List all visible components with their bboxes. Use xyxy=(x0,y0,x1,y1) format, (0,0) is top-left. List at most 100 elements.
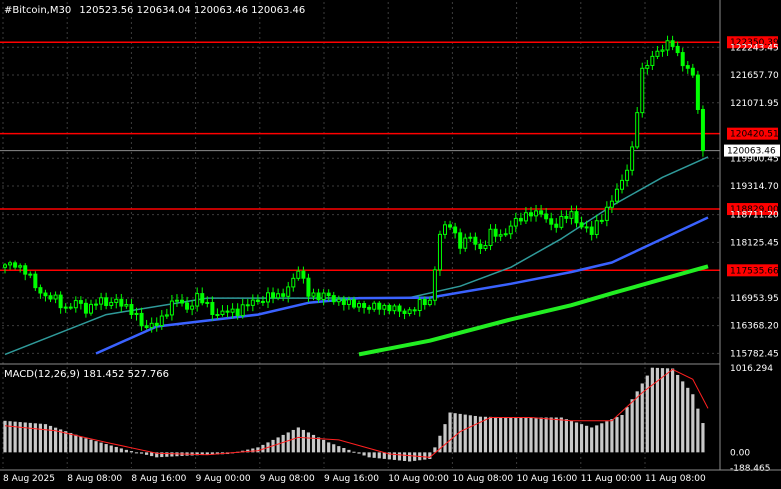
candle-body xyxy=(554,223,559,228)
price-level-tag xyxy=(727,127,778,140)
candle-body xyxy=(114,298,119,303)
macd-histogram-bar xyxy=(493,416,498,453)
candle-body xyxy=(382,304,387,310)
macd-histogram-bar xyxy=(650,367,654,453)
current-price-label: 120063.46 xyxy=(727,147,776,157)
candle-body xyxy=(387,304,392,312)
macd-histogram-bar xyxy=(372,452,376,458)
candle-body xyxy=(200,293,205,304)
candle-body xyxy=(13,262,18,268)
price-level-label: 117535.66 xyxy=(730,266,779,276)
macd-histogram-bar xyxy=(615,417,619,453)
macd-histogram-bar xyxy=(676,374,680,453)
candle-body xyxy=(635,112,640,148)
candle-body xyxy=(281,293,286,297)
candle-body xyxy=(68,306,73,309)
candle-body xyxy=(523,212,528,222)
candle-body xyxy=(640,67,645,114)
candle-body xyxy=(8,262,13,266)
price-tick-label: 121071.95 xyxy=(730,99,779,109)
candle-body xyxy=(564,215,569,219)
macd-histogram-bar xyxy=(610,419,614,453)
price-level-label: 118829.00 xyxy=(730,205,779,215)
candle-body xyxy=(250,299,255,306)
candle-body xyxy=(599,219,604,222)
candle-body xyxy=(534,210,539,217)
candles xyxy=(3,35,705,333)
candle-body xyxy=(357,303,362,308)
candle-body xyxy=(579,222,584,228)
price-tick-label: 121657.70 xyxy=(730,71,779,81)
price-tick-label: 116368.20 xyxy=(730,322,779,332)
macd-histogram-bar xyxy=(342,447,346,453)
macd-histogram-bar xyxy=(554,417,558,453)
candle-body xyxy=(528,212,533,217)
time-tick-label: 10 Aug 08:00 xyxy=(452,474,513,484)
macd-histogram-bar xyxy=(347,449,351,453)
macd-histogram-bar xyxy=(433,447,437,453)
chart-header: #Bitcoin,M30 120523.56 120634.04 120063.… xyxy=(4,5,305,16)
candle-body xyxy=(341,298,346,305)
macd-histogram-bar xyxy=(145,452,149,455)
time-tick-label: 8 Aug 08:00 xyxy=(67,474,122,484)
candle-body xyxy=(225,310,230,313)
price-level-tag xyxy=(727,203,778,216)
candle-body xyxy=(397,305,402,312)
price-axis: 122243.45 121657.70 121071.95 119900.45 1193… xyxy=(730,43,779,474)
candle-body xyxy=(468,236,473,239)
macd-histogram-bar xyxy=(322,439,326,453)
macd-histogram-bar xyxy=(104,444,108,453)
macd-histogram-bar xyxy=(413,452,417,461)
macd-histogram-bar xyxy=(160,452,164,458)
candle-body xyxy=(139,312,144,327)
candle-body xyxy=(149,322,154,329)
macd-histogram-bar xyxy=(392,452,397,460)
candle-body xyxy=(129,304,134,315)
candle-body xyxy=(88,303,93,314)
macd-histogram-bar xyxy=(276,437,280,453)
macd-histogram-bar xyxy=(281,434,285,453)
macd-histogram-bar xyxy=(655,367,660,453)
macd-histogram-bar xyxy=(402,452,407,461)
macd-histogram-bar xyxy=(23,422,27,453)
macd-histogram-bar xyxy=(696,408,700,453)
candle-body xyxy=(336,298,341,303)
macd-histogram-bar xyxy=(483,416,488,453)
macd-histogram-bar xyxy=(256,447,260,453)
macd-histogram-bar xyxy=(205,452,209,455)
macd-tick-label: 0.00 xyxy=(730,448,750,458)
candle-body xyxy=(271,292,276,299)
macd-histogram-bar xyxy=(691,394,695,453)
candle-body xyxy=(513,217,518,227)
macd-histogram-bar xyxy=(640,383,644,453)
macd-histogram-bar xyxy=(686,387,690,453)
candle-body xyxy=(407,309,412,314)
time-tick-label: 9 Aug 08:00 xyxy=(260,474,315,484)
macd-histogram-bar xyxy=(139,452,144,454)
candle-body xyxy=(180,299,185,304)
candle-body xyxy=(685,65,690,69)
candle-body xyxy=(230,308,235,313)
candle-body xyxy=(301,270,306,279)
macd-histogram-bar xyxy=(630,399,634,453)
macd-histogram-bar xyxy=(69,432,73,453)
candle-body xyxy=(463,237,468,249)
candle-body xyxy=(73,300,78,309)
candle-body xyxy=(609,200,614,208)
candle-body xyxy=(574,211,579,224)
macd-histogram-bar xyxy=(3,420,7,453)
price-tick-label: 122243.45 xyxy=(730,43,779,53)
candle-body xyxy=(650,55,655,66)
price-level-tag xyxy=(727,264,778,277)
candle-body xyxy=(503,233,508,236)
candle-body xyxy=(427,299,432,306)
candle-body xyxy=(134,312,139,315)
candle-body xyxy=(144,325,149,329)
macd-histogram-bar xyxy=(453,413,457,453)
macd-histogram-bar xyxy=(134,452,139,454)
candle-body xyxy=(392,305,397,312)
macd-histogram-bar xyxy=(600,423,604,453)
macd-histogram-bar xyxy=(332,444,336,453)
macd-histogram-bar xyxy=(301,429,305,453)
